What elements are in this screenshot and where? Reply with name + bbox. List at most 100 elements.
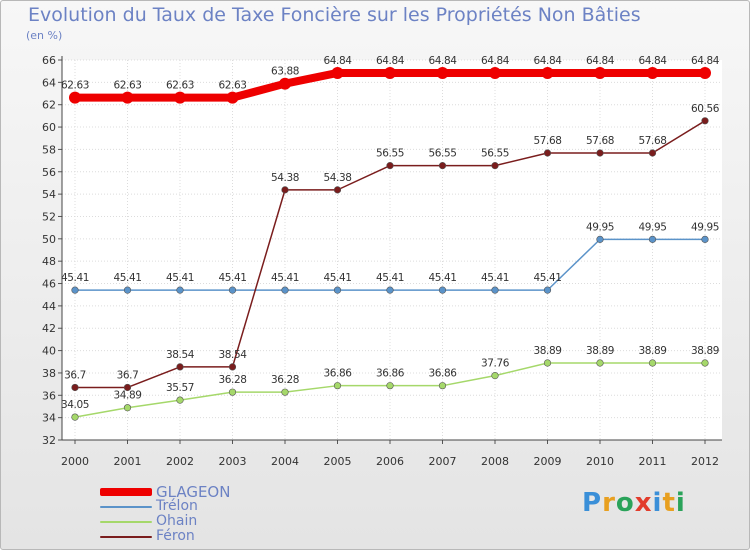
logo-letter: r (602, 488, 616, 518)
logo-letter: P (582, 488, 603, 518)
data-label: 38.54 (166, 349, 195, 361)
data-label: 64.84 (638, 55, 667, 67)
logo-letter: x (634, 488, 653, 518)
y-tick-label: 64 (42, 76, 56, 89)
data-label: 57.68 (586, 135, 614, 147)
y-tick-label: 36 (42, 389, 56, 402)
y-tick-label: 46 (42, 278, 56, 291)
y-tick-label: 54 (42, 188, 56, 201)
data-point (489, 66, 501, 79)
data-point (228, 286, 237, 294)
data-point (648, 149, 657, 157)
data-label: 57.68 (533, 135, 561, 147)
y-tick-label: 52 (42, 210, 56, 223)
data-point (491, 162, 499, 170)
data-label: 45.41 (481, 272, 509, 284)
x-tick-label: 2001 (114, 455, 142, 468)
legend-item-glageon: GLAGEON (100, 483, 400, 501)
data-point (228, 388, 237, 396)
legend-swatch-ohain (100, 521, 152, 523)
legend-swatch-glageon (100, 488, 152, 496)
data-label: 38.89 (691, 345, 719, 357)
data-label: 45.41 (166, 272, 194, 284)
data-point (281, 186, 289, 194)
data-point (386, 162, 394, 170)
legend-label-glageon: GLAGEON (156, 483, 231, 501)
data-label: 38.89 (638, 345, 666, 357)
x-tick-label: 2012 (691, 455, 719, 468)
chart-title: Evolution du Taux de Taxe Foncière sur l… (28, 4, 641, 26)
data-point (438, 382, 447, 390)
data-label: 49.95 (691, 221, 719, 233)
data-label: 35.57 (166, 382, 194, 394)
x-tick-label: 2005 (324, 455, 352, 468)
y-axis-label: (en %) (26, 29, 63, 42)
y-tick-label: 40 (42, 345, 56, 358)
legend-label-feron: Féron (156, 528, 195, 544)
data-label: 45.41 (218, 272, 246, 284)
data-label: 62.63 (166, 80, 194, 92)
legend-swatch-trelon (100, 506, 152, 508)
data-point (71, 413, 79, 421)
data-point (701, 235, 709, 243)
data-label: 36.86 (428, 368, 457, 380)
data-label: 36.7 (64, 369, 86, 381)
x-tick-label: 2003 (219, 455, 247, 468)
data-point (648, 359, 657, 367)
legend-label-ohain: Ohain (156, 513, 198, 529)
y-tick-label: 66 (42, 54, 56, 67)
y-tick-label: 60 (42, 121, 56, 134)
data-point (543, 359, 552, 367)
x-tick-label: 2004 (271, 455, 299, 468)
data-point (438, 162, 447, 170)
logo-letter: i (652, 488, 663, 518)
logo-letter: t (662, 488, 676, 518)
data-point (491, 286, 499, 294)
data-point (71, 383, 79, 392)
data-point (121, 91, 134, 104)
y-tick-label: 50 (42, 233, 56, 246)
data-label: 62.63 (61, 80, 89, 92)
data-label: 38.89 (586, 345, 614, 357)
y-tick-label: 44 (42, 300, 56, 313)
y-tick-label: 48 (42, 255, 56, 268)
data-point (543, 149, 552, 157)
data-point (648, 235, 657, 243)
legend-item-feron: Féron (100, 528, 400, 544)
data-label: 54.38 (271, 172, 299, 184)
logo-letter: o (615, 488, 635, 518)
plot-area (62, 60, 722, 440)
data-point (333, 186, 342, 194)
data-point (176, 396, 184, 404)
data-label: 34.89 (113, 390, 141, 402)
y-tick-label: 34 (42, 412, 56, 425)
data-label: 54.38 (323, 172, 351, 184)
x-tick-label: 2009 (534, 455, 562, 468)
data-point (699, 66, 711, 79)
data-point (176, 286, 184, 294)
data-label: 38.89 (533, 345, 561, 357)
data-label: 37.76 (481, 358, 510, 370)
data-point (281, 286, 289, 294)
data-point (646, 66, 659, 79)
data-label: 56.55 (481, 148, 509, 160)
data-label: 45.41 (323, 272, 351, 284)
data-point (279, 77, 291, 90)
data-point (543, 286, 552, 294)
data-point (596, 359, 604, 367)
x-tick-label: 2002 (166, 455, 194, 468)
proxiti-logo: Proxiti (582, 488, 686, 518)
data-label: 36.86 (376, 368, 405, 380)
data-label: 45.41 (376, 272, 404, 284)
data-point (123, 404, 132, 412)
data-label: 49.95 (638, 221, 666, 233)
data-label: 34.05 (61, 399, 89, 411)
data-point (228, 363, 237, 371)
x-tick-label: 2010 (586, 455, 614, 468)
data-label: 36.28 (218, 374, 246, 386)
data-point (491, 372, 499, 380)
data-label: 45.41 (271, 272, 299, 284)
legend-label-trelon: Trélon (156, 498, 198, 514)
data-label: 45.41 (61, 272, 89, 284)
